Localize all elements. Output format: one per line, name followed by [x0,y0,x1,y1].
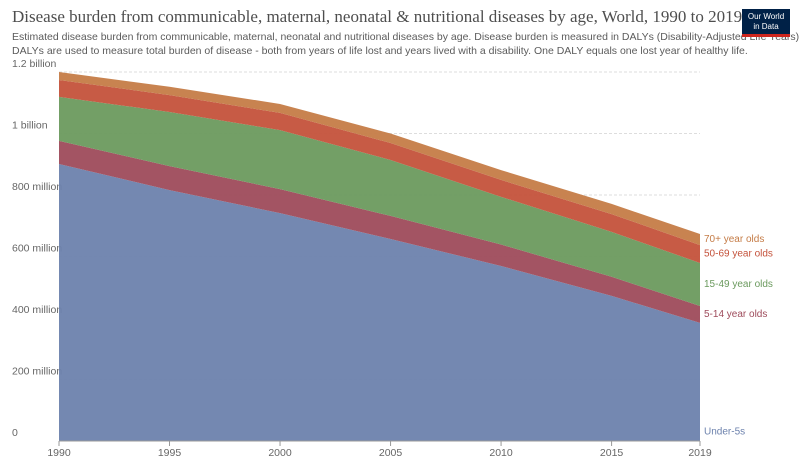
y-tick-label: 800 million [12,181,62,193]
area [59,96,700,307]
y-tick-label: 600 million [12,242,62,254]
x-tick-label: 2015 [600,447,624,459]
area [59,79,700,263]
legend-label: Under-5s [704,427,745,438]
subtitle: DALYs are used to measure total burden o… [12,45,748,57]
logo-bar [742,34,790,37]
legend-label: 50-69 year olds [704,249,773,260]
area [59,163,700,441]
x-tick-label: 2010 [489,447,513,459]
y-tick-label: 1.2 billion [12,58,57,70]
x-tick-label: 2005 [379,447,403,459]
x-tick-label: 2019 [688,447,712,459]
legend-label: 15-49 year olds [704,279,773,290]
logo-text: Our World [748,12,784,21]
legend-label: 70+ year olds [704,234,764,245]
area [59,140,700,323]
y-tick-label: 400 million [12,304,62,316]
x-tick-label: 2000 [268,447,292,459]
chart-title: Disease burden from communicable, matern… [12,7,742,26]
legend-label: 5-14 year olds [704,309,767,320]
logo[interactable]: Our World in Data [742,9,790,37]
x-tick-label: 1995 [158,447,182,459]
y-tick-label: 1 billion [12,119,48,131]
x-tick-label: 1990 [47,447,71,459]
subtitle: Estimated disease burden from communicab… [12,31,800,43]
logo-text: in Data [753,22,779,31]
y-tick-label: 0 [12,427,18,439]
logo-box [742,9,790,37]
y-tick-label: 200 million [12,365,62,377]
